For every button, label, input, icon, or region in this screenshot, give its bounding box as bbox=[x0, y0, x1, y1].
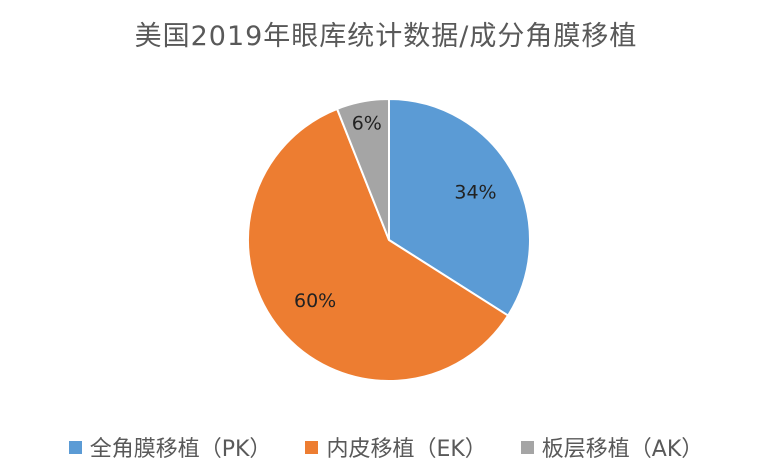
legend-label-ak: 板层移植（AK） bbox=[541, 437, 704, 462]
pie-slice-ak bbox=[335, 97, 390, 241]
chart-title: 美国2019年眼库统计数据/成分角膜移植 bbox=[134, 21, 638, 52]
legend-swatch-pk bbox=[68, 440, 82, 454]
pie-chart: 34% 60% 6% bbox=[247, 97, 531, 382]
legend-swatch-ek bbox=[305, 440, 319, 454]
legend-item-pk: 全角膜移植（PK） bbox=[68, 431, 272, 463]
data-label-ek: 60% bbox=[294, 290, 336, 312]
legend-label-pk: 全角膜移植（PK） bbox=[89, 437, 272, 462]
legend-item-ak: 板层移植（AK） bbox=[520, 431, 704, 463]
pie-slices bbox=[247, 97, 531, 382]
legend-swatch-ak bbox=[520, 440, 534, 454]
pie-data-labels: 34% 60% 6% bbox=[294, 113, 497, 312]
data-label-pk: 34% bbox=[454, 181, 496, 203]
legend-item-ek: 内皮移植（EK） bbox=[305, 431, 487, 463]
data-label-ak: 6% bbox=[352, 113, 382, 135]
pie-slice-ek bbox=[247, 107, 510, 382]
legend-label-ek: 内皮移植（EK） bbox=[326, 437, 487, 462]
chart-legend: 全角膜移植（PK） 内皮移植（EK） 板层移植（AK） bbox=[0, 431, 772, 463]
